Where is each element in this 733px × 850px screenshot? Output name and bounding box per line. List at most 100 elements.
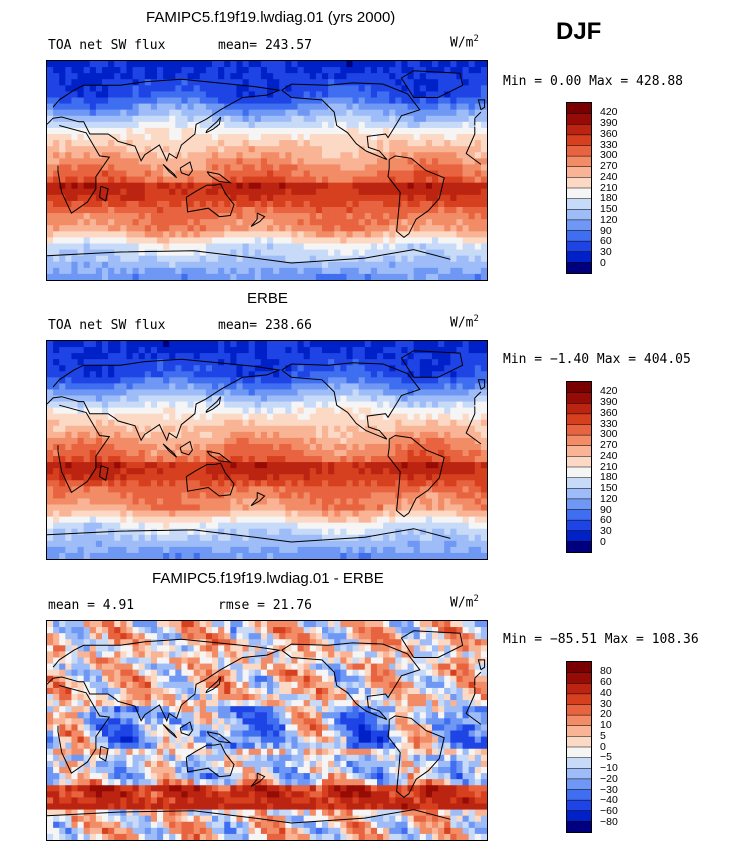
coastline bbox=[185, 743, 235, 778]
panel2-colorbar bbox=[566, 381, 592, 553]
colorbar-tick-label: 270 bbox=[600, 160, 618, 172]
panel3-units: W/m2 bbox=[450, 594, 479, 611]
colorbar-box bbox=[567, 683, 591, 695]
colorbar-tick-label: −10 bbox=[600, 762, 618, 774]
colorbar-tick-label: 120 bbox=[600, 492, 618, 505]
panel3-stat-label: rmse = bbox=[218, 598, 265, 613]
colorbar-tick-label: 330 bbox=[600, 138, 618, 151]
colorbar-box bbox=[567, 177, 591, 189]
season-label: DJF bbox=[556, 18, 602, 45]
coastline bbox=[179, 161, 193, 176]
colorbar-tick-label: 330 bbox=[600, 417, 618, 430]
colorbar-box bbox=[567, 134, 591, 146]
coastline bbox=[387, 715, 445, 799]
panel2-range: Min = −1.40 Max = 404.05 bbox=[503, 352, 691, 367]
panel1-stat-label: mean= bbox=[218, 38, 258, 53]
coastline bbox=[185, 183, 235, 218]
colorbar-tick-label: 10 bbox=[600, 719, 612, 731]
colorbar-tick-label: 420 bbox=[600, 106, 618, 119]
colorbar-tick-label: 210 bbox=[600, 460, 618, 473]
colorbar-tick-label: 150 bbox=[600, 203, 618, 215]
coastline bbox=[477, 659, 486, 671]
colorbar-tick-label: 300 bbox=[600, 149, 618, 162]
panel1-title: FAMIPC5.f19f19.lwdiag.01 (yrs 2000) bbox=[146, 9, 396, 26]
panel2-stat: mean= 238.66 bbox=[218, 318, 312, 333]
colorbar-box bbox=[567, 403, 591, 415]
colorbar-box bbox=[567, 747, 591, 759]
colorbar-box bbox=[567, 530, 591, 542]
colorbar-tick-label: 80 bbox=[600, 665, 612, 678]
colorbar-tick-label: 180 bbox=[600, 192, 618, 205]
colorbar-box bbox=[567, 693, 591, 705]
colorbar-tick-label: −80 bbox=[600, 815, 618, 828]
coastline bbox=[400, 630, 464, 658]
coastline bbox=[162, 724, 178, 739]
coastline bbox=[477, 379, 486, 390]
coastline bbox=[185, 462, 235, 497]
colorbar-box bbox=[567, 662, 591, 674]
coastlines bbox=[47, 350, 486, 543]
colorbar-box bbox=[567, 219, 591, 231]
colorbar-tick-label: 0 bbox=[600, 535, 606, 548]
colorbar-box bbox=[567, 156, 591, 168]
coastline bbox=[47, 638, 482, 723]
panel1-stat: mean= 243.57 bbox=[218, 38, 312, 53]
panel3-title: FAMIPC5.f19f19.lwdiag.01 - ERBE bbox=[152, 570, 384, 587]
coastline bbox=[205, 116, 222, 134]
colorbar-box bbox=[567, 198, 591, 210]
coastline bbox=[57, 404, 482, 494]
colorbar-box bbox=[567, 435, 591, 447]
coastline bbox=[206, 171, 233, 184]
colorbar-box bbox=[567, 382, 591, 394]
colorbar-tick-label: −30 bbox=[600, 783, 618, 796]
colorbar-tick-label: 210 bbox=[600, 181, 618, 194]
colorbar-box bbox=[567, 477, 591, 489]
coastline bbox=[477, 99, 486, 111]
colorbar-tick-label: 240 bbox=[600, 449, 618, 462]
colorbar-box bbox=[567, 768, 591, 780]
colorbar-tick-label: −60 bbox=[600, 805, 618, 817]
panel3-map bbox=[46, 620, 488, 841]
colorbar-box bbox=[567, 188, 591, 200]
colorbar-box bbox=[567, 145, 591, 157]
colorbar-box bbox=[567, 672, 591, 684]
colorbar-box bbox=[567, 821, 591, 832]
colorbar-tick-label: 60 bbox=[600, 676, 612, 688]
coastline bbox=[99, 185, 109, 202]
coastline bbox=[47, 78, 482, 163]
coastline bbox=[250, 491, 266, 507]
colorbar-tick-label: 20 bbox=[600, 708, 612, 721]
colorbar-box bbox=[567, 166, 591, 178]
contour-field bbox=[47, 341, 487, 559]
colorbar-box bbox=[567, 715, 591, 727]
colorbar-tick-label: 360 bbox=[600, 127, 618, 140]
panel3-colorbar bbox=[566, 661, 592, 833]
colorbar-tick-label: 390 bbox=[600, 117, 618, 129]
colorbar-box bbox=[567, 498, 591, 510]
coastline bbox=[47, 809, 451, 824]
panel2-stat-value: 238.66 bbox=[264, 318, 312, 333]
coastline bbox=[47, 528, 451, 543]
colorbar-tick-label: 30 bbox=[600, 697, 612, 710]
colorbar-tick-label: −20 bbox=[600, 772, 618, 785]
colorbar-tick-label: 60 bbox=[600, 514, 612, 527]
colorbar-tick-label: 240 bbox=[600, 170, 618, 183]
colorbar-tick-label: 360 bbox=[600, 406, 618, 419]
colorbar-box bbox=[567, 445, 591, 457]
colorbar-box bbox=[567, 241, 591, 253]
colorbar-tick-label: 40 bbox=[600, 686, 612, 699]
colorbar-box bbox=[567, 757, 591, 769]
colorbar-tick-label: 420 bbox=[600, 385, 618, 398]
colorbar-tick-label: 90 bbox=[600, 224, 612, 237]
colorbar-tick-label: 60 bbox=[600, 235, 612, 248]
coastline bbox=[179, 721, 193, 736]
coastline bbox=[57, 125, 482, 214]
coastline bbox=[387, 155, 445, 239]
contour-field bbox=[47, 61, 487, 280]
coastline bbox=[281, 82, 421, 160]
colorbar-box bbox=[567, 736, 591, 748]
colorbar-tick-label: 0 bbox=[600, 740, 606, 753]
coastline bbox=[205, 396, 222, 413]
panel3-stat-value: 21.76 bbox=[272, 598, 312, 613]
colorbar-tick-label: −40 bbox=[600, 794, 618, 807]
